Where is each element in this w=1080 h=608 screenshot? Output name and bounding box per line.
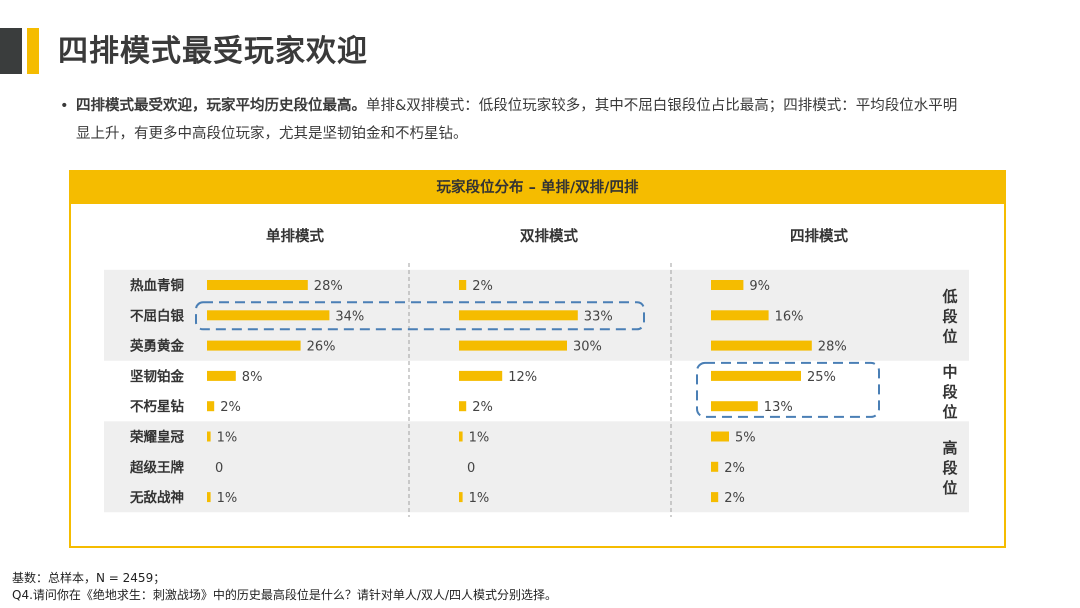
footnote: 基数：总样本，N = 2459； Q4.请问你在《绝地求生：刺激战场》中的历史最… xyxy=(12,570,557,604)
bar xyxy=(711,431,729,442)
bar xyxy=(711,461,719,472)
footnote-question: Q4.请问你在《绝地求生：刺激战场》中的历史最高段位是什么？请针对单人/双人/四… xyxy=(12,588,557,602)
bar xyxy=(711,310,769,321)
category-label: 不屈白银 xyxy=(130,307,184,324)
highlight-silver-box xyxy=(195,301,645,331)
chart-frame: 玩家段位分布 – 单排/双排/四排 单排模式 双排模式 四排模式热血青铜不屈白银英勇… xyxy=(69,170,1006,548)
bar xyxy=(207,370,236,381)
bar xyxy=(459,370,503,381)
data-label: 0 xyxy=(467,461,475,476)
page-title: 四排模式最受玩家欢迎 xyxy=(58,34,368,69)
highlight-mid-rank-box xyxy=(696,361,880,418)
category-label: 超级王牌 xyxy=(129,459,184,476)
data-label: 33% xyxy=(584,309,613,324)
group-label: 中段位 xyxy=(942,363,957,421)
summary-normal: 单排&双排模式：低段位玩家较多，其中不屈白银段位占比最高；四排模式：平均段位水平… xyxy=(76,98,958,142)
bar xyxy=(459,431,463,442)
group-label: 高段位 xyxy=(942,439,957,497)
data-label: 16% xyxy=(775,309,804,324)
category-label: 坚韧铂金 xyxy=(130,368,184,385)
data-label: 1% xyxy=(217,491,238,506)
data-label: 1% xyxy=(217,431,238,446)
category-label: 热血青铜 xyxy=(130,277,184,294)
bullet-dot-icon: • xyxy=(60,98,69,114)
series-header-2: 四排模式 xyxy=(790,227,848,245)
data-label: 2% xyxy=(724,491,745,506)
bar xyxy=(207,280,308,290)
data-label: 26% xyxy=(307,340,336,355)
bar xyxy=(711,370,801,381)
series-header-1: 双排模式 xyxy=(520,227,578,245)
bar xyxy=(711,492,719,503)
data-label: 1% xyxy=(469,431,490,446)
data-label: 2% xyxy=(472,400,493,415)
rank-distribution-chart: 单排模式 双排模式 四排模式热血青铜不屈白银英勇黄金坚韧铂金不朽星钻荣耀皇冠超级王牌… xyxy=(104,227,969,517)
title-accent-dark xyxy=(0,28,22,74)
bar xyxy=(207,310,330,321)
data-label: 28% xyxy=(818,340,847,355)
data-label: 5% xyxy=(735,431,756,446)
series-header-0: 单排模式 xyxy=(266,227,324,245)
bar xyxy=(711,280,744,290)
bar xyxy=(207,431,211,442)
bar xyxy=(711,340,812,351)
data-label: 1% xyxy=(469,491,490,506)
data-label: 13% xyxy=(764,400,793,415)
group-label: 低段位 xyxy=(941,287,957,345)
chart-title: 玩家段位分布 – 单排/双排/四排 xyxy=(71,172,1004,204)
bar xyxy=(459,401,467,412)
data-label: 34% xyxy=(335,309,364,324)
bar xyxy=(711,401,758,412)
category-label: 荣耀皇冠 xyxy=(129,429,184,446)
bar xyxy=(459,340,567,351)
data-label: 0 xyxy=(215,461,223,476)
summary-bullet: • 四排模式最受欢迎，玩家平均历史段位最高。单排&双排模式：低段位玩家较多，其中… xyxy=(60,92,960,148)
data-label: 2% xyxy=(724,461,745,476)
bar xyxy=(459,280,467,290)
bar xyxy=(207,340,301,351)
data-label: 8% xyxy=(242,370,263,385)
data-label: 9% xyxy=(749,279,770,294)
summary-text: 四排模式最受欢迎，玩家平均历史段位最高。单排&双排模式：低段位玩家较多，其中不屈… xyxy=(76,92,960,148)
data-label: 25% xyxy=(807,370,836,385)
data-label: 2% xyxy=(472,279,493,294)
footnote-base: 基数：总样本，N = 2459； xyxy=(12,571,166,585)
data-label: 30% xyxy=(573,340,602,355)
category-label: 英勇黄金 xyxy=(129,338,184,355)
bar xyxy=(459,492,463,503)
bar xyxy=(207,401,215,412)
summary-bold: 四排模式最受欢迎，玩家平均历史段位最高。 xyxy=(76,98,366,114)
band-2 xyxy=(104,421,969,513)
data-label: 12% xyxy=(508,370,537,385)
bar xyxy=(459,310,578,321)
bar xyxy=(207,492,211,503)
data-label: 28% xyxy=(314,279,343,294)
data-label: 2% xyxy=(220,400,241,415)
category-label: 无敌战神 xyxy=(129,489,184,506)
category-label: 不朽星钻 xyxy=(130,398,184,415)
title-accent-yellow xyxy=(27,28,39,74)
